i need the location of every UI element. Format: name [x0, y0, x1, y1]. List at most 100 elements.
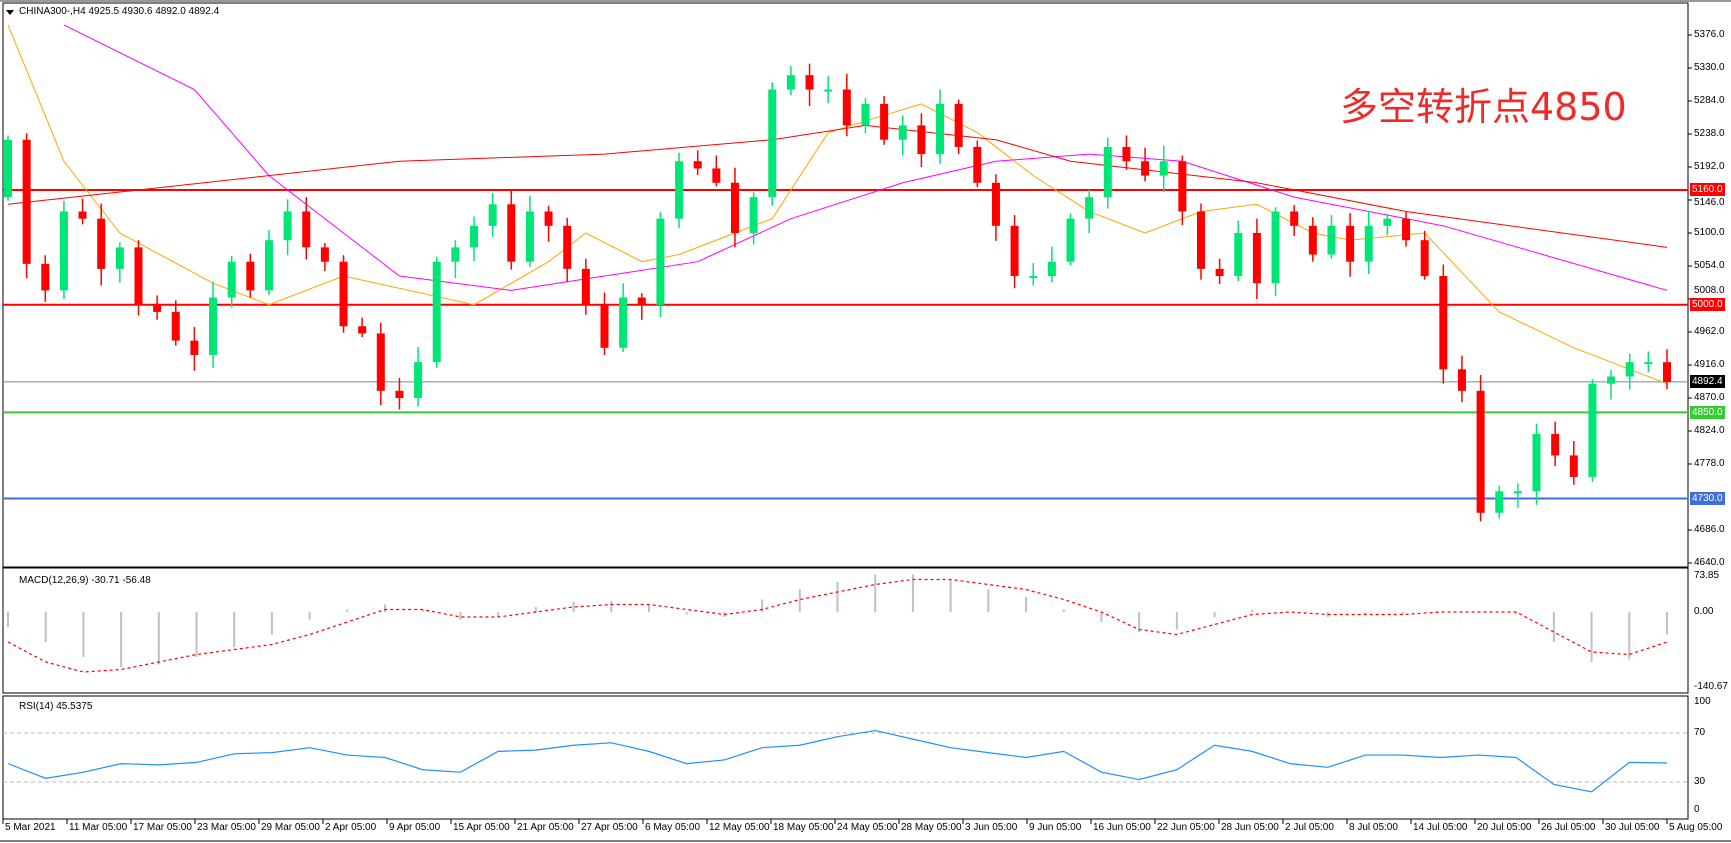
candle-body	[954, 103, 963, 147]
candle	[488, 192, 497, 237]
candle	[563, 217, 572, 282]
candle-body	[730, 182, 739, 234]
ma-line-ma_fast	[7, 24, 1668, 385]
candle	[376, 322, 385, 406]
price-tick-label: 5238.0	[1694, 128, 1725, 139]
candle	[264, 230, 273, 295]
rsi-line	[7, 729, 1668, 793]
candle-body	[1625, 362, 1634, 377]
candle	[917, 113, 926, 168]
time-tick-label: 2 Apr 05:00	[325, 822, 377, 833]
candle	[656, 212, 665, 317]
candle	[1178, 155, 1187, 226]
candle	[395, 377, 404, 410]
moving-averages	[7, 24, 1668, 385]
candle-body	[786, 75, 795, 90]
candle	[861, 98, 870, 134]
candle	[246, 253, 255, 298]
time-tick-label: 28 May 05:00	[901, 822, 962, 833]
candle	[693, 150, 702, 175]
candle-body	[1047, 261, 1056, 277]
candle-body	[842, 89, 851, 126]
candle-body	[264, 240, 273, 291]
macd-panel-frame	[2, 567, 1689, 694]
candle-body	[656, 218, 665, 305]
candle-body	[22, 139, 31, 264]
time-tick-label: 21 Apr 05:00	[517, 822, 574, 833]
candle-body	[153, 304, 162, 312]
candle	[525, 195, 534, 267]
price-tick-label: 4640.0	[1694, 557, 1725, 568]
time-tick-label: 5 Mar 2021	[5, 822, 56, 833]
candle	[153, 295, 162, 320]
candle-body	[824, 89, 833, 92]
candle-body	[1513, 491, 1522, 494]
current-price-tag: 4892.4	[1690, 375, 1725, 389]
candle	[973, 140, 982, 188]
candle-body	[991, 182, 1000, 226]
candle-body	[637, 297, 646, 305]
price-tick-label: 5192.0	[1694, 161, 1725, 172]
candle	[1066, 213, 1075, 266]
time-tick-label: 24 May 05:00	[837, 822, 898, 833]
candle-body	[320, 247, 329, 262]
candle-body	[898, 125, 907, 140]
time-tick-label: 16 Jun 05:00	[1093, 822, 1151, 833]
collapse-triangle-icon[interactable]	[6, 10, 14, 15]
candle	[786, 65, 795, 96]
candle-body	[376, 333, 385, 391]
candle	[1457, 355, 1466, 403]
level-tag-5160.0: 5160.0	[1690, 183, 1725, 197]
candle-body	[544, 211, 553, 226]
level-tag-4730.0: 4730.0	[1690, 491, 1725, 505]
candle	[1439, 264, 1448, 384]
candle-body	[805, 75, 814, 90]
rsi-tick-label: 0	[1694, 804, 1700, 815]
candle-body	[1607, 376, 1616, 384]
candle-body	[1457, 369, 1466, 391]
price-tick-label: 5330.0	[1694, 62, 1725, 73]
candle	[190, 326, 199, 371]
candle	[1364, 210, 1373, 274]
annotation-text: 多空转折点4850	[1340, 85, 1627, 129]
candle	[97, 203, 106, 286]
price-tick-label: 5284.0	[1694, 95, 1725, 106]
candle	[1252, 218, 1261, 300]
candle-body	[861, 103, 870, 126]
candle	[880, 95, 889, 145]
candle-body	[1439, 276, 1448, 370]
candle-body	[1588, 383, 1597, 477]
price-tick-label: 4824.0	[1694, 425, 1725, 436]
time-tick-label: 9 Jun 05:00	[1029, 822, 1082, 833]
price-tick-label: 4778.0	[1694, 458, 1725, 469]
candle-body	[78, 211, 87, 219]
candle-body	[693, 161, 702, 169]
candle-body	[1103, 146, 1112, 198]
candle-body	[1476, 390, 1485, 513]
price-tick-label: 5146.0	[1694, 197, 1725, 209]
candle-body	[227, 261, 236, 298]
level-tag-5000.0: 5000.0	[1690, 298, 1725, 312]
time-tick-label: 27 Apr 05:00	[581, 822, 638, 833]
candle-body	[1551, 433, 1560, 456]
candle-body	[1644, 362, 1653, 365]
candle-body	[563, 225, 572, 269]
price-tick-label: 5376.0	[1694, 29, 1725, 40]
candle	[1588, 379, 1597, 482]
candle	[712, 155, 721, 187]
time-tick-label: 26 Jul 05:00	[1541, 822, 1596, 833]
candle	[4, 135, 12, 201]
candle	[283, 199, 292, 256]
candle-body	[1215, 268, 1224, 277]
candle	[1234, 220, 1243, 282]
candle	[1644, 351, 1653, 373]
candle	[1271, 207, 1280, 297]
candle-body	[1663, 362, 1671, 382]
candle	[675, 152, 684, 228]
candle	[1476, 375, 1485, 522]
candle	[451, 240, 460, 279]
ma-line-ma_mid	[63, 24, 1668, 291]
time-tick-label: 2 Jul 05:00	[1285, 822, 1334, 833]
candle-body	[1122, 146, 1131, 162]
candle	[954, 99, 963, 155]
